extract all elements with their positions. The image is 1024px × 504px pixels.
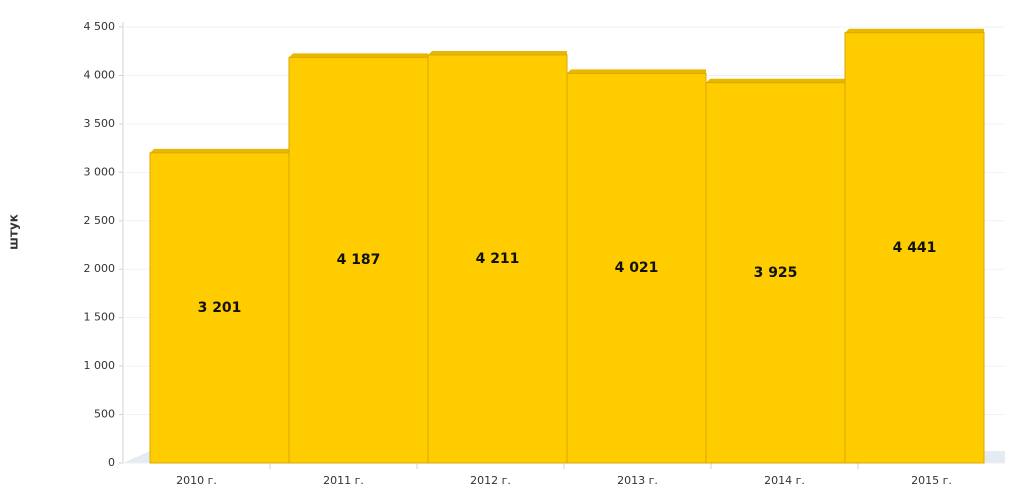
y-tick-label: 4 500 (84, 20, 116, 33)
x-tick-label: 2015 г. (911, 474, 952, 487)
y-tick-label: 2 500 (84, 214, 116, 227)
y-tick-label: 1 500 (84, 311, 116, 324)
value-label: 3 201 (198, 300, 242, 316)
bar-top (706, 78, 845, 83)
bar-top (428, 51, 567, 56)
value-label: 3 925 (754, 265, 798, 281)
y-axis-label: штук (7, 214, 21, 250)
y-tick-label: 2 000 (84, 262, 116, 275)
x-tick-label: 2012 г. (470, 474, 511, 487)
bar-top (845, 28, 984, 33)
bar-top (150, 148, 289, 153)
x-tick-label: 2013 г. (617, 474, 658, 487)
bar (705, 82, 846, 464)
bar (566, 72, 707, 464)
x-tick-label: 2011 г. (323, 474, 364, 487)
y-tick-label: 3 000 (84, 165, 116, 178)
value-label: 4 211 (476, 251, 520, 267)
bar (288, 56, 429, 464)
y-tick-label: 1 000 (84, 359, 116, 372)
bar (844, 32, 985, 464)
y-tick-label: 500 (94, 408, 115, 421)
bar-top (289, 53, 428, 58)
value-label: 4 021 (615, 260, 659, 276)
bar-top (567, 69, 706, 74)
x-tick-label: 2010 г. (176, 474, 217, 487)
y-tick-label: 4 000 (84, 68, 116, 81)
bar (149, 152, 290, 464)
value-label: 4 441 (893, 240, 937, 256)
x-tick-label: 2014 г. (764, 474, 805, 487)
y-tick-label: 0 (108, 456, 115, 469)
y-tick-label: 3 500 (84, 117, 116, 130)
value-label: 4 187 (337, 252, 381, 268)
